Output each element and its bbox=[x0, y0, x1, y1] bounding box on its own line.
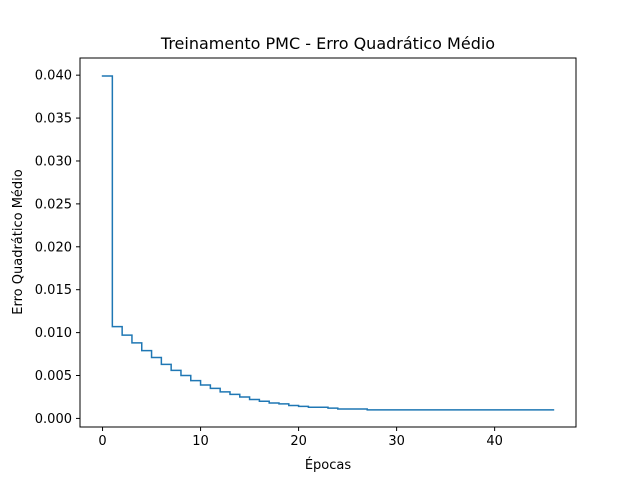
y-axis-label: Erro Quadrático Médio bbox=[11, 169, 26, 314]
y-tick-label: 0.025 bbox=[35, 197, 72, 212]
x-tick-label: 30 bbox=[388, 434, 405, 449]
x-tick-label: 0 bbox=[98, 434, 106, 449]
y-tick-label: 0.010 bbox=[35, 326, 72, 341]
y-tick-label: 0.020 bbox=[35, 240, 72, 255]
y-tick-label: 0.005 bbox=[35, 369, 72, 384]
x-axis-label: Épocas bbox=[305, 457, 352, 473]
y-tick-label: 0.040 bbox=[35, 69, 72, 84]
x-tick-label: 20 bbox=[290, 434, 307, 449]
x-axis: 0 10 20 30 40 bbox=[98, 427, 503, 449]
plot-area bbox=[79, 57, 577, 428]
y-tick-label: 0.015 bbox=[35, 283, 72, 298]
x-tick-label: 10 bbox=[192, 434, 209, 449]
y-tick-label: 0.000 bbox=[35, 412, 72, 427]
series-line-1 bbox=[101, 75, 555, 411]
y-tick-label: 0.030 bbox=[35, 154, 72, 169]
chart-title: Treinamento PMC - Erro Quadrático Médio bbox=[160, 34, 495, 53]
y-axis: 0.000 0.005 0.010 0.015 0.020 0.025 0.030 0.035… bbox=[35, 69, 80, 427]
x-tick-label: 40 bbox=[486, 434, 503, 449]
plot-frame bbox=[79, 57, 577, 428]
y-tick-label: 0.035 bbox=[35, 112, 72, 127]
